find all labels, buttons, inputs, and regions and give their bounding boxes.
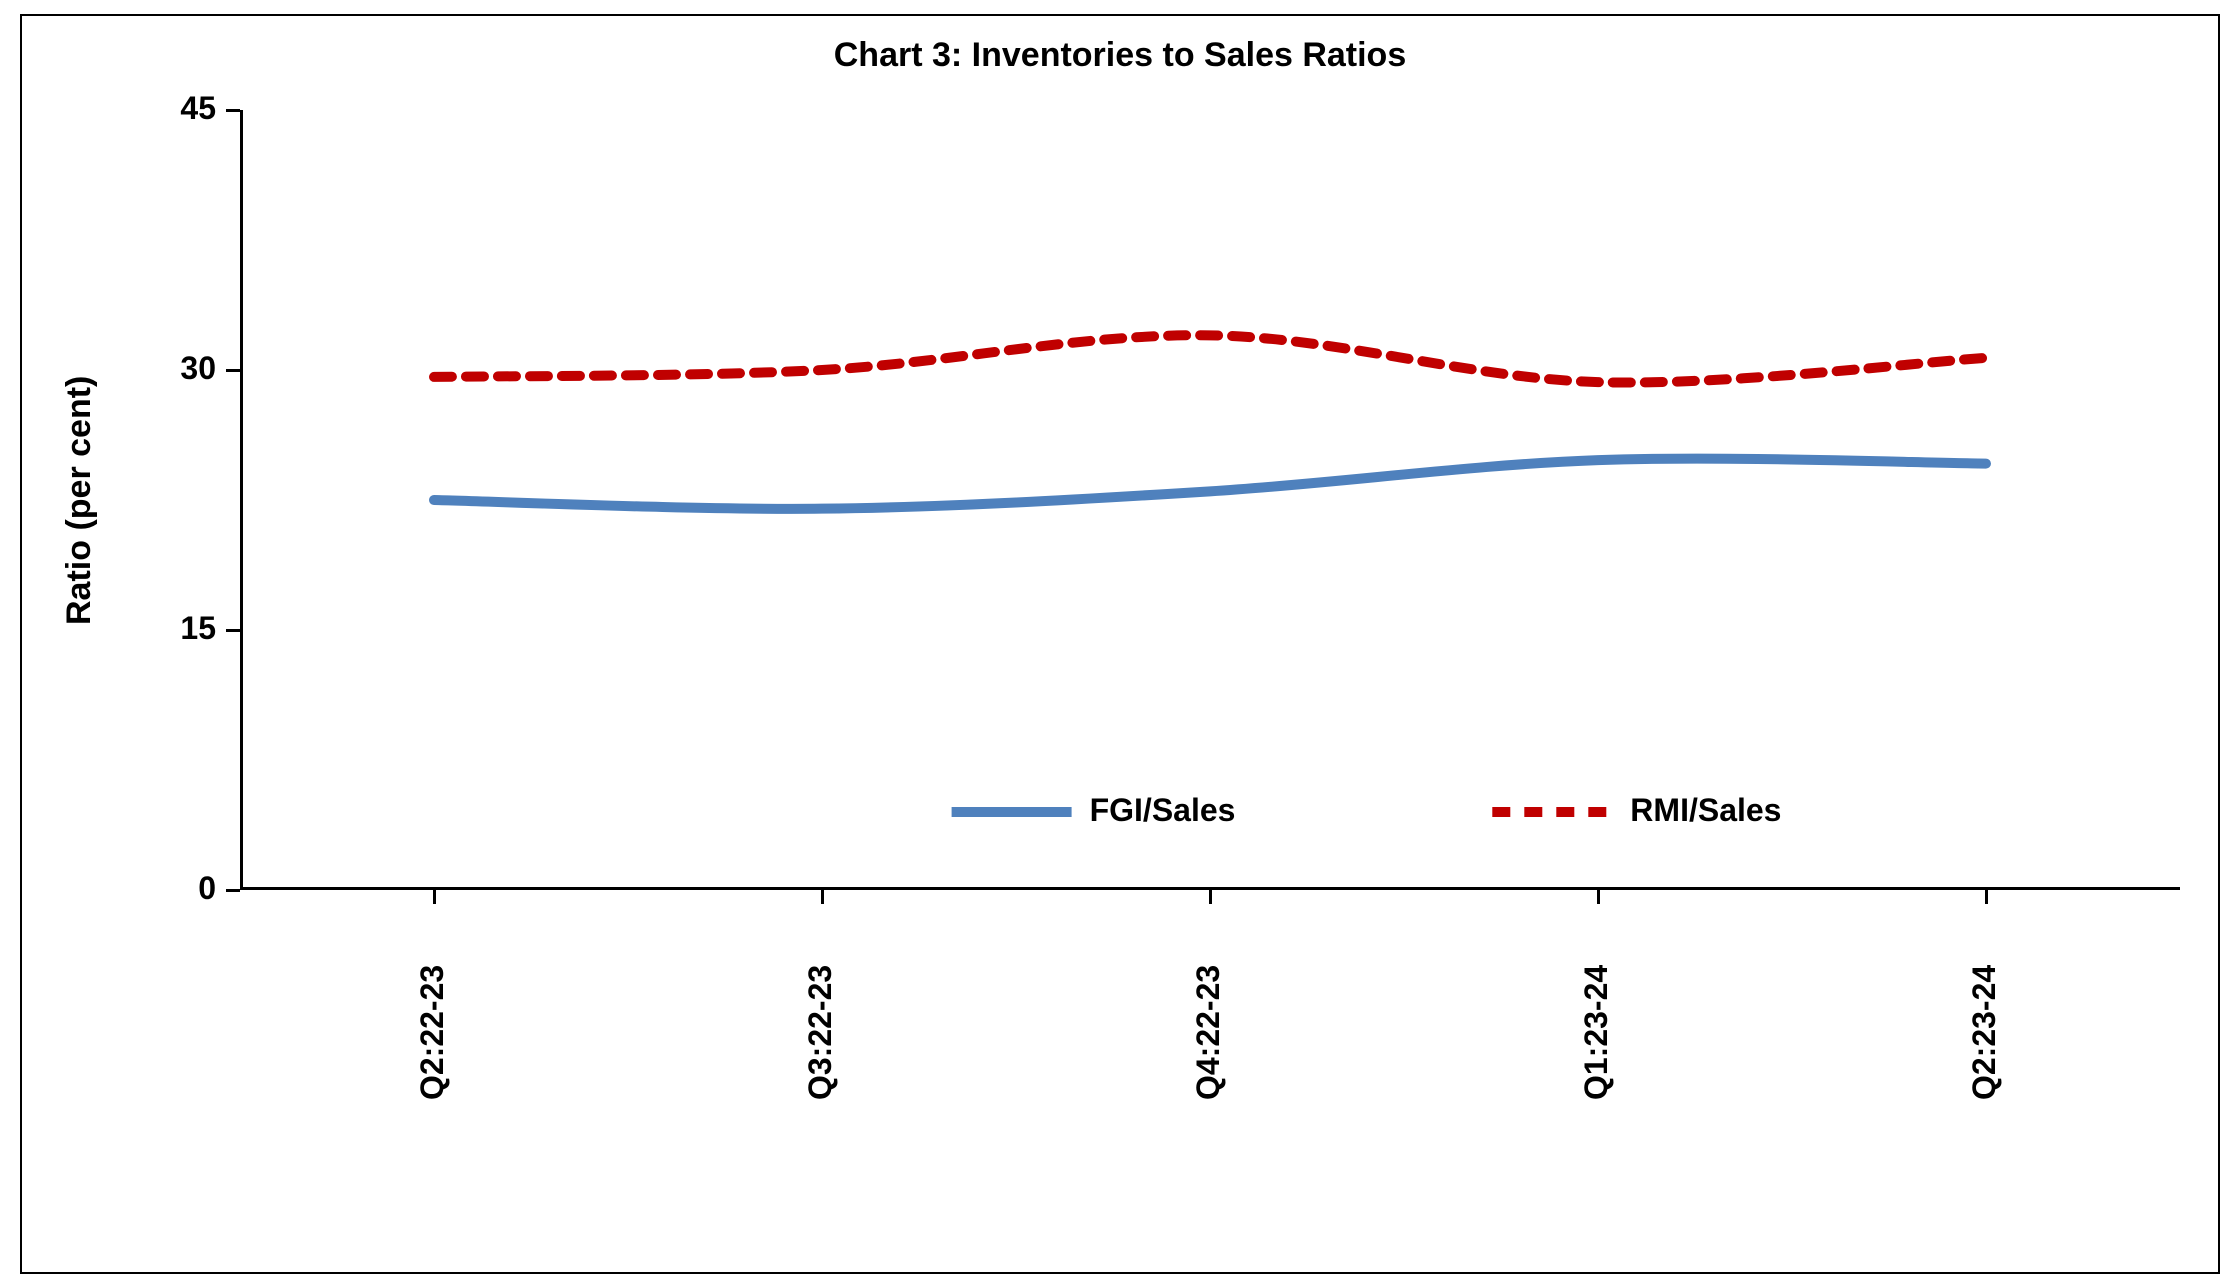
series-line-1 (434, 335, 1986, 382)
series-line-0 (434, 459, 1986, 509)
plot-svg (0, 0, 2240, 1288)
legend-label: FGI/Sales (1090, 792, 1236, 829)
legend-label: RMI/Sales (1630, 792, 1781, 829)
